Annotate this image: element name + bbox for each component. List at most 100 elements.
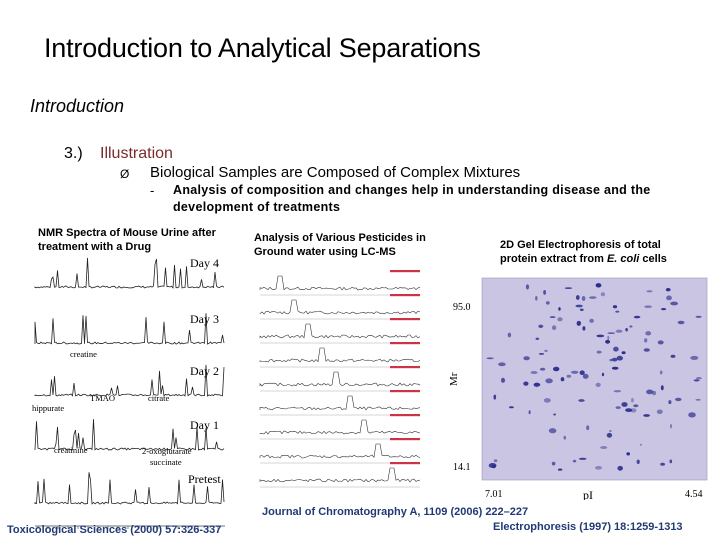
- gel-protein-spot: [643, 414, 650, 417]
- gel-protein-spot: [657, 340, 664, 345]
- lcms-chromatogram-trace: [259, 299, 421, 315]
- gel-electrophoresis-figure: 95.0 14.1 Mr 7.01 pI 4.54: [448, 277, 708, 500]
- gel-protein-spot: [675, 397, 682, 402]
- gel-protein-spot: [693, 379, 700, 382]
- gel-protein-spot: [656, 409, 663, 415]
- bullet-text: Biological Samples are Composed of Compl…: [150, 164, 521, 181]
- gel-protein-spot: [507, 332, 512, 338]
- gel-protein-spot: [578, 399, 585, 402]
- item-heading: Illustration: [100, 145, 173, 162]
- gel-protein-spot: [557, 468, 563, 471]
- gel-protein-spot: [543, 290, 546, 295]
- gel-protein-spot: [609, 430, 612, 432]
- gel-protein-spot: [575, 304, 583, 308]
- gel-protein-spot: [538, 353, 545, 355]
- gel-protein-spot: [690, 355, 699, 360]
- gel-protein-spot: [633, 315, 641, 319]
- gel-protein-spot: [553, 413, 556, 416]
- nmr-annotation: hippurate: [32, 403, 64, 413]
- gel-protein-spot: [523, 356, 530, 361]
- gel-protein-spot: [571, 370, 579, 374]
- gel-protein-spot: [644, 338, 648, 343]
- gel-protein-spot: [553, 366, 560, 372]
- gel-protein-spot: [612, 305, 618, 309]
- lcms-chromatogram-trace: [259, 371, 421, 387]
- gel-protein-spot: [601, 372, 605, 377]
- lcms-ion-annotation-mark: [390, 318, 420, 321]
- gel-protein-spot: [600, 292, 605, 297]
- gel-protein-spot: [595, 283, 602, 288]
- gel-protein-spot: [631, 397, 634, 403]
- gel-protein-spot: [607, 332, 616, 334]
- gel-protein-spot: [595, 466, 602, 470]
- gel-protein-spot: [660, 385, 664, 391]
- gel-y-bottom: 14.1: [453, 462, 471, 473]
- lcms-chromatogram-trace: [259, 323, 421, 339]
- nmr-spectrum-trace: [34, 419, 225, 451]
- lcms-chromatogram-trace: [259, 395, 421, 411]
- gel-protein-spot: [535, 337, 540, 340]
- gel-protein-spot: [539, 367, 546, 371]
- lcms-ion-annotation-mark: [390, 270, 420, 273]
- gel-protein-spot: [696, 377, 702, 380]
- gel-protein-spot: [621, 351, 626, 355]
- lcms-chromatogram-trace: [259, 443, 421, 459]
- lcms-ion-annotation-mark: [390, 390, 420, 393]
- nmr-annotation: TMAO: [90, 393, 115, 403]
- nmr-trace-label: Day 1: [190, 418, 219, 432]
- gel-protein-spot: [545, 378, 553, 384]
- gel-protein-spot: [615, 310, 620, 313]
- gel-protein-spot: [543, 398, 551, 403]
- nmr-spectrum-trace: [34, 472, 225, 505]
- gel-protein-spot: [596, 334, 605, 338]
- slide-subtitle: Introduction: [30, 96, 125, 116]
- gel-protein-spot: [609, 358, 613, 362]
- gel-protein-spot: [646, 389, 654, 395]
- gel-protein-spot: [613, 346, 619, 352]
- sub-bullet-text: Analysis of composition and changes help…: [173, 183, 651, 214]
- gel-protein-spot: [596, 350, 602, 354]
- gel-protein-spot: [670, 354, 676, 358]
- gel-protein-spot: [493, 394, 497, 400]
- nmr-spectrum-trace: [34, 364, 225, 397]
- gel-protein-spot: [586, 425, 590, 431]
- gel-protein-spot: [625, 328, 628, 332]
- gel-protein-spot: [589, 296, 597, 299]
- gel-protein-spot: [615, 406, 621, 409]
- gel-protein-spot: [668, 400, 672, 405]
- gel-protein-spot: [551, 325, 557, 331]
- gel-protein-spot: [528, 410, 531, 415]
- gel-protein-spot: [630, 408, 637, 413]
- gel-protein-spot: [659, 370, 663, 375]
- gel-x-right: 4.54: [685, 489, 703, 500]
- gel-protein-spot: [544, 349, 548, 353]
- gel-protein-spot: [557, 317, 563, 322]
- gel-protein-spot: [486, 357, 494, 360]
- gel-protein-spot: [666, 295, 672, 301]
- lcms-ion-annotation-mark: [390, 438, 420, 441]
- gel-protein-spot: [533, 382, 541, 387]
- lcms-chromatogram-trace: [259, 347, 421, 363]
- gel-protein-spot: [617, 465, 623, 471]
- gel-protein-spot: [551, 461, 556, 466]
- nmr-spectrum-trace: [34, 257, 225, 289]
- gel-protein-spot: [600, 446, 608, 449]
- gel-protein-spot: [607, 335, 610, 341]
- gel-protein-spot: [582, 326, 586, 331]
- sub-bullet-dash: -: [150, 183, 155, 198]
- gel-protein-spot: [493, 459, 498, 463]
- gel-protein-spot: [535, 296, 538, 301]
- gel-protein-spot: [605, 339, 611, 344]
- lcms-ion-annotation-mark: [390, 342, 420, 345]
- item-number: 3.): [64, 145, 83, 162]
- lcms-ion-annotation-mark: [390, 462, 420, 465]
- gel-protein-spot: [595, 382, 601, 387]
- gel-protein-spot: [611, 357, 618, 362]
- nmr-annotation: 2-oxoglutarate: [142, 446, 192, 456]
- gel-protein-spot: [530, 371, 538, 374]
- nmr-annotation: succinate: [150, 457, 182, 467]
- lcms-chromatogram-trace: [259, 419, 421, 435]
- gel-protein-spot: [492, 464, 496, 469]
- gel-protein-spot: [538, 324, 544, 328]
- gel-protein-spot: [645, 331, 652, 336]
